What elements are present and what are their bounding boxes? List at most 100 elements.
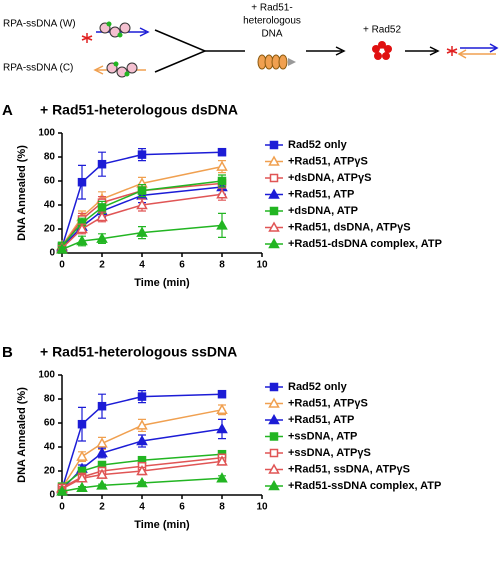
arrowhead [429, 46, 440, 56]
y-tick-label: 0 [49, 248, 55, 259]
marker [216, 422, 228, 434]
marker [136, 226, 148, 237]
x-tick-label: 4 [139, 502, 145, 513]
legend-marker [269, 432, 279, 441]
x-axis-label: Time (min) [134, 277, 190, 289]
marker [56, 243, 68, 254]
y-axis-label: DNA Annealed (%) [16, 145, 28, 241]
arrowhead [335, 46, 346, 56]
y-tick-label: 60 [44, 418, 56, 429]
rad52-ring [372, 41, 392, 60]
marker [96, 479, 108, 490]
legend-label: Rad52 only [288, 381, 348, 393]
marker [216, 472, 228, 483]
legend-marker [268, 155, 280, 166]
legend-marker [269, 448, 279, 458]
legend-marker [269, 382, 279, 392]
legend-label: +Rad51, ATPγS [288, 397, 368, 409]
y-tick-label: 40 [44, 442, 56, 453]
marker [136, 476, 148, 488]
y-tick-label: 20 [44, 224, 56, 235]
strand-label: RPA-ssDNA (W) [3, 19, 76, 30]
marker [97, 401, 107, 411]
x-axis-label: Time (min) [134, 519, 190, 531]
legend-marker [268, 188, 280, 199]
chart-title: + Rad51-heterologous ssDNA [40, 344, 237, 360]
x-tick-label: 0 [59, 502, 65, 513]
arrowhead [489, 43, 499, 53]
marker [136, 434, 148, 446]
x-tick-label: 10 [256, 502, 268, 513]
legend-label: +ssDNA, ATP [288, 430, 357, 442]
rpa-dot [106, 21, 112, 27]
legend-marker [269, 140, 279, 150]
marker [96, 232, 108, 243]
step-label: heterologous [243, 16, 301, 27]
rpa [126, 62, 138, 74]
marker [96, 437, 108, 448]
x-tick-label: 2 [99, 502, 105, 513]
y-tick-label: 100 [38, 128, 55, 139]
y-tick-label: 80 [44, 394, 56, 405]
x-tick-label: 0 [59, 260, 65, 271]
legend-label: +dsDNA, ATPγS [288, 172, 371, 184]
arrowhead [457, 49, 467, 59]
step-label: + Rad51- [251, 3, 292, 14]
marker [56, 485, 68, 496]
marker [217, 147, 227, 157]
y-tick-label: 100 [38, 370, 55, 381]
x-tick-label: 6 [179, 502, 185, 513]
y-axis-label: DNA Annealed (%) [16, 387, 28, 483]
marker [136, 198, 148, 210]
x-tick-label: 8 [219, 260, 225, 271]
marker [137, 150, 147, 159]
rpa [119, 22, 131, 34]
legend-label: +Rad51, dsDNA, ATPγS [288, 221, 411, 233]
marker [216, 160, 228, 171]
y-tick-label: 80 [44, 152, 56, 163]
filament-end [288, 58, 296, 66]
x-tick-label: 2 [99, 260, 105, 271]
arrowhead [93, 65, 104, 75]
marker [96, 468, 108, 479]
rpa-dot [117, 32, 123, 38]
marker [137, 392, 147, 401]
marker [76, 234, 88, 246]
legend-marker [268, 463, 280, 474]
filament [257, 54, 288, 70]
marker [76, 222, 88, 234]
marker [217, 176, 227, 186]
marker [137, 186, 147, 195]
step-label: DNA [261, 29, 282, 40]
rpa-dot [113, 61, 119, 67]
legend-label: Rad52 only [288, 139, 348, 151]
legend-label: +Rad51-dsDNA complex, ATP [288, 238, 442, 250]
x-tick-label: 10 [256, 260, 268, 271]
marker [76, 472, 88, 483]
join-lines [154, 29, 207, 73]
strand-label: RPA-ssDNA (C) [3, 63, 73, 74]
legend-marker [268, 237, 280, 249]
marker [97, 159, 107, 169]
marker [77, 419, 87, 429]
legend-marker [268, 479, 280, 491]
marker [96, 210, 108, 222]
marker [216, 455, 228, 466]
panel-label: B [2, 344, 13, 361]
legend-label: +Rad51, ATP [288, 414, 354, 426]
marker [76, 450, 88, 461]
legend-label: +Rad51, ssDNA, ATPγS [288, 463, 410, 475]
star [81, 33, 93, 43]
legend-label: +Rad51, ATPγS [288, 155, 368, 167]
schematic: RPA-ssDNA (W) RPA-ssDNA (C) + Rad51- het… [3, 3, 499, 78]
marker [76, 481, 88, 493]
y-tick-label: 0 [49, 490, 55, 501]
marker [216, 188, 228, 199]
legend-marker [268, 413, 280, 425]
step-label: + Rad52 [363, 25, 402, 36]
legend-marker [268, 221, 280, 232]
marker [77, 177, 87, 187]
legend-label: +dsDNA, ATP [288, 205, 358, 217]
rpa [109, 26, 121, 38]
